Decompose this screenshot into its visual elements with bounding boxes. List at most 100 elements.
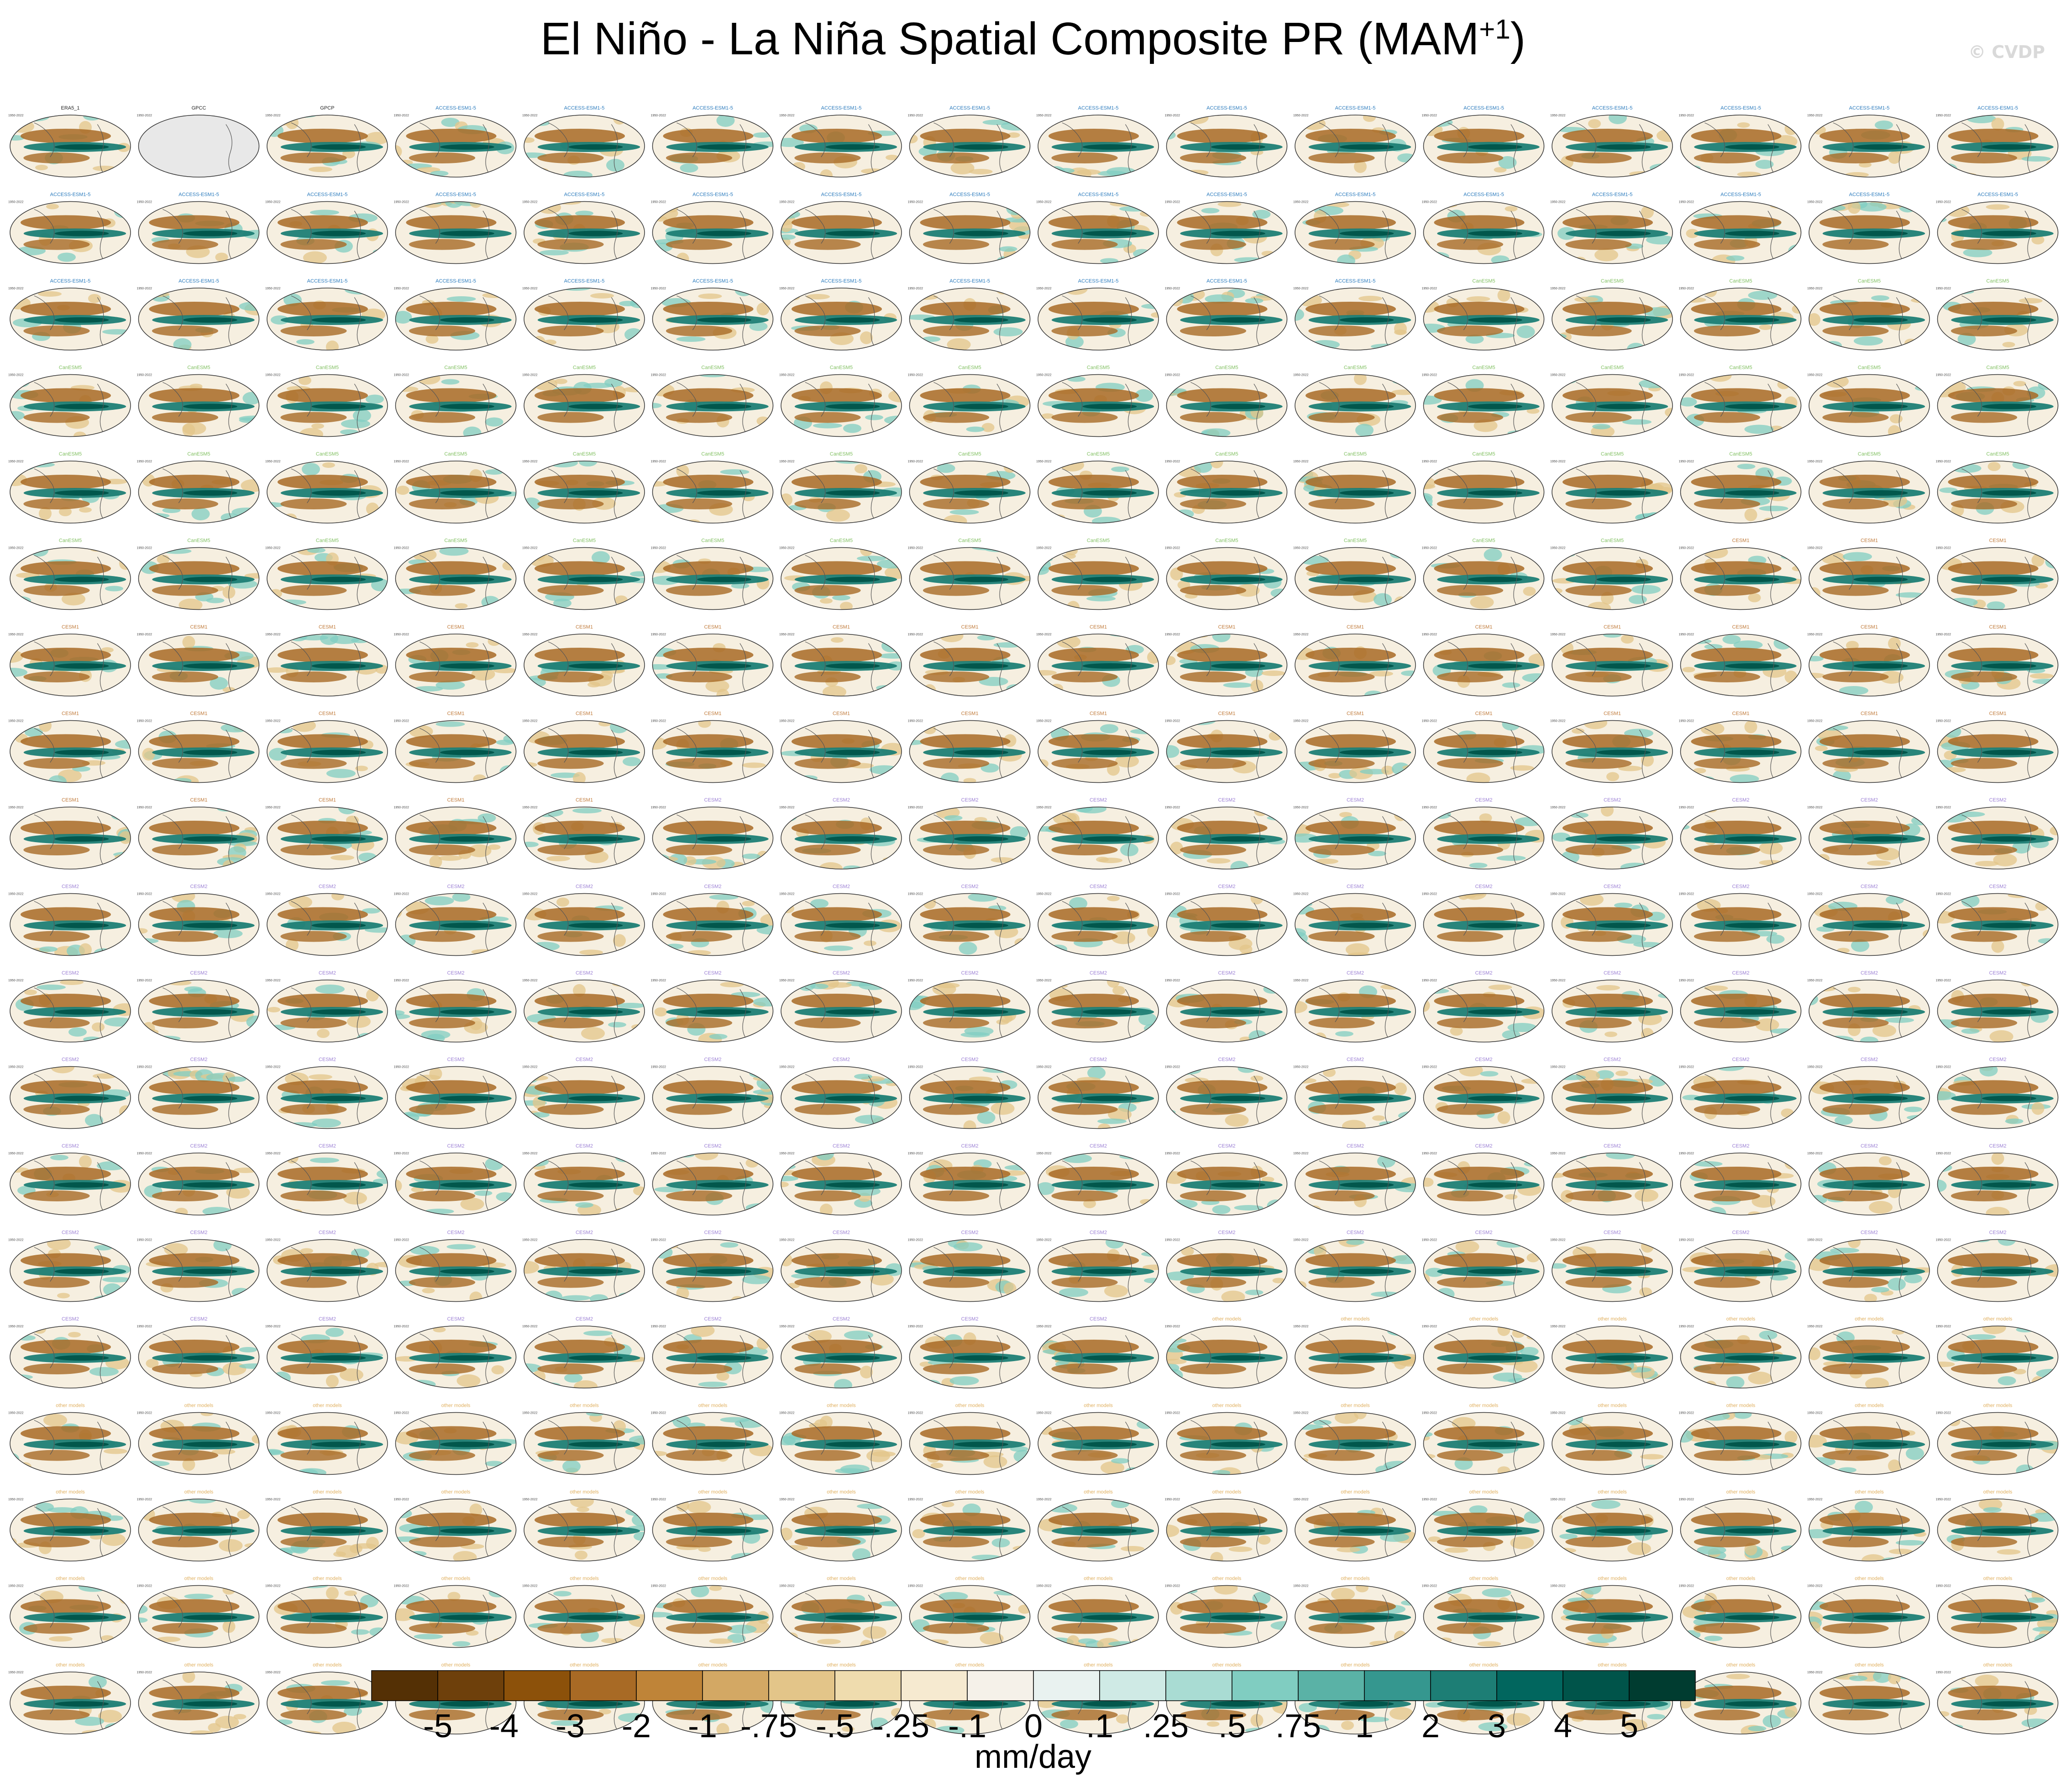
copyright-label: © CVDP bbox=[1968, 42, 2045, 62]
map-panel: ACCESS-ESM1-5 1950-2022 bbox=[1165, 192, 1288, 264]
panel-period-label: 1950-2022 bbox=[8, 287, 24, 290]
colorbar-units-label: mm/day bbox=[974, 1739, 1092, 1775]
panel-period-label: 1950-2022 bbox=[1550, 201, 1566, 204]
panel-caption: ACCESS-ESM1-5 bbox=[1335, 278, 1376, 284]
map-outline bbox=[1937, 201, 2059, 264]
map-panel: ACCESS-ESM1-5 1950-2022 bbox=[522, 105, 645, 178]
map-outline bbox=[652, 288, 774, 351]
panel-caption: ACCESS-ESM1-5 bbox=[1206, 105, 1247, 111]
map-outline bbox=[138, 115, 260, 178]
colorbar-box bbox=[702, 1670, 769, 1701]
map-outline bbox=[524, 374, 645, 437]
panel-period-label: 1950-2022 bbox=[908, 114, 923, 117]
map-panel: ACCESS-ESM1-5 1950-2022 bbox=[1936, 192, 2059, 264]
panel-period-label: 1950-2022 bbox=[1936, 201, 1951, 204]
panel-caption: ACCESS-ESM1-5 bbox=[1463, 105, 1504, 111]
panel-period-label: 1950-2022 bbox=[1807, 201, 1823, 204]
panel-period-label: 1950-2022 bbox=[394, 114, 409, 117]
colorbar-box bbox=[1430, 1670, 1497, 1701]
colorbar-box bbox=[437, 1670, 504, 1701]
panel-period-label: 1950-2022 bbox=[394, 201, 409, 204]
panel-period-label: 1950-2022 bbox=[908, 287, 923, 290]
map-panel: CanESM5 1950-2022 bbox=[137, 365, 260, 437]
panel-caption: ACCESS-ESM1-5 bbox=[1720, 105, 1761, 111]
map-outline bbox=[10, 115, 131, 178]
panel-period-label: 1950-2022 bbox=[8, 201, 24, 204]
map-outline bbox=[267, 115, 388, 178]
panel-caption: ACCESS-ESM1-5 bbox=[178, 278, 219, 284]
map-outline bbox=[138, 201, 260, 264]
panel-caption: ACCESS-ESM1-5 bbox=[178, 192, 219, 198]
colorbar-box bbox=[371, 1670, 438, 1701]
map-outline bbox=[524, 288, 645, 351]
map-panel: ACCESS-ESM1-5 1950-2022 bbox=[1293, 278, 1416, 351]
panel-period-label: 1950-2022 bbox=[394, 374, 409, 377]
map-panel: ACCESS-ESM1-5 1950-2022 bbox=[1293, 192, 1416, 264]
panel-caption: ACCESS-ESM1-5 bbox=[50, 278, 91, 284]
panel-period-label: 1950-2022 bbox=[137, 287, 152, 290]
panel-caption: ACCESS-ESM1-5 bbox=[692, 105, 733, 111]
panel-caption: ACCESS-ESM1-5 bbox=[435, 192, 476, 198]
map-panel: ACCESS-ESM1-5 1950-2022 bbox=[1036, 192, 1159, 264]
map-outline bbox=[267, 201, 388, 264]
panel-period-label: 1950-2022 bbox=[265, 114, 281, 117]
panel-caption: ACCESS-ESM1-5 bbox=[821, 192, 862, 198]
panel-caption: ACCESS-ESM1-5 bbox=[1720, 192, 1761, 198]
map-panel: ACCESS-ESM1-5 1950-2022 bbox=[1807, 192, 1930, 264]
panel-caption: CanESM5 bbox=[573, 365, 596, 371]
map-outline bbox=[1423, 288, 1545, 351]
map-panel: ACCESS-ESM1-5 1950-2022 bbox=[265, 278, 388, 351]
panel-period-label: 1950-2022 bbox=[779, 201, 795, 204]
map-outline bbox=[1295, 288, 1416, 351]
map-outline bbox=[1295, 201, 1416, 264]
panel-period-label: 1950-2022 bbox=[522, 114, 538, 117]
map-outline bbox=[10, 288, 131, 351]
panel-caption: CanESM5 bbox=[1472, 278, 1495, 284]
panel-period-label: 1950-2022 bbox=[1936, 287, 1951, 290]
map-outline bbox=[1809, 288, 1930, 351]
map-outline bbox=[524, 201, 645, 264]
panel-caption: CanESM5 bbox=[316, 365, 339, 371]
panel-period-label: 1950-2022 bbox=[265, 287, 281, 290]
panel-caption: ACCESS-ESM1-5 bbox=[1849, 192, 1890, 198]
map-outline bbox=[267, 288, 388, 351]
panel-caption: CanESM5 bbox=[1729, 278, 1752, 284]
map-outline bbox=[1166, 201, 1288, 264]
map-outline bbox=[10, 201, 131, 264]
colorbar-box bbox=[1033, 1670, 1100, 1701]
colorbar-box bbox=[967, 1670, 1034, 1701]
panel-period-label: 1950-2022 bbox=[651, 287, 666, 290]
panel-caption: ACCESS-ESM1-5 bbox=[692, 278, 733, 284]
title-end: ) bbox=[1510, 13, 1526, 64]
map-outline bbox=[1937, 115, 2059, 178]
panel-period-label: 1950-2022 bbox=[1036, 114, 1052, 117]
map-outline bbox=[652, 115, 774, 178]
panel-period-label: 1950-2022 bbox=[1293, 114, 1309, 117]
map-outline bbox=[781, 201, 902, 264]
map-outline bbox=[1552, 201, 1673, 264]
map-outline bbox=[909, 288, 1031, 351]
map-outline bbox=[524, 115, 645, 178]
panel-caption: ACCESS-ESM1-5 bbox=[1849, 105, 1890, 111]
map-outline bbox=[652, 201, 774, 264]
colorbar-box bbox=[834, 1670, 902, 1701]
panel-period-label: 1950-2022 bbox=[137, 114, 152, 117]
map-outline bbox=[138, 288, 260, 351]
panel-period-label: 1950-2022 bbox=[8, 114, 24, 117]
panel-caption: ACCESS-ESM1-5 bbox=[564, 192, 605, 198]
map-panel: ACCESS-ESM1-5 1950-2022 bbox=[265, 192, 388, 264]
panel-caption: ACCESS-ESM1-5 bbox=[949, 192, 990, 198]
panel-caption: ACCESS-ESM1-5 bbox=[435, 105, 476, 111]
panel-caption: ACCESS-ESM1-5 bbox=[1078, 105, 1119, 111]
panel-caption: ACCESS-ESM1-5 bbox=[821, 105, 862, 111]
colorbar-box bbox=[1099, 1670, 1166, 1701]
colorbar-box bbox=[1563, 1670, 1630, 1701]
map-panel: ACCESS-ESM1-5 1950-2022 bbox=[1165, 278, 1288, 351]
panel-period-label: 1950-2022 bbox=[1165, 287, 1180, 290]
panel-period-label: 1950-2022 bbox=[651, 114, 666, 117]
map-outline bbox=[1937, 288, 2059, 351]
map-panel: ACCESS-ESM1-5 1950-2022 bbox=[1679, 105, 1802, 178]
map-outline bbox=[1680, 115, 1802, 178]
map-panel: ACCESS-ESM1-5 1950-2022 bbox=[1293, 105, 1416, 178]
panel-period-label: 1950-2022 bbox=[1679, 201, 1694, 204]
